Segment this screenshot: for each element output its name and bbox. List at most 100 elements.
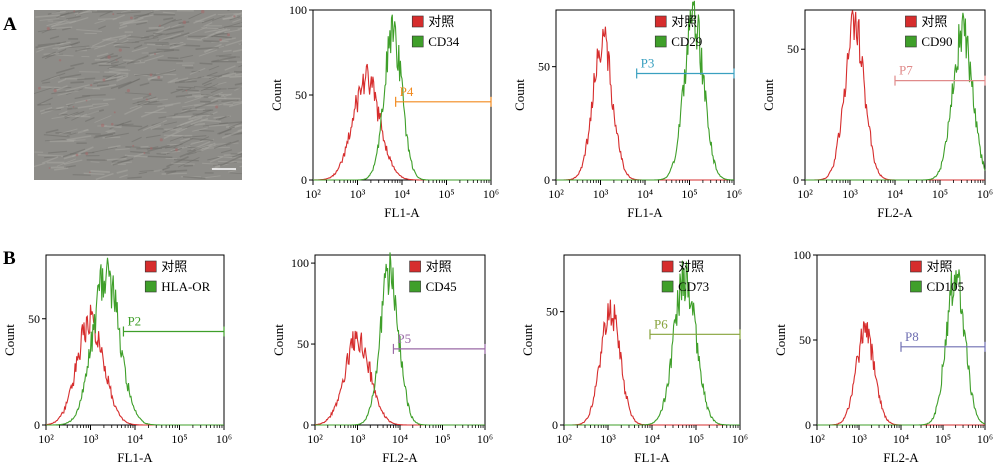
legend-swatch [409, 260, 421, 273]
panel-letter-b: B [3, 248, 16, 269]
x-tick-label: 10⁶ [977, 432, 993, 446]
x-tick-label: 10² [305, 187, 321, 201]
legend-label: 对照 [428, 14, 454, 29]
x-tick-label: 10⁶ [732, 432, 748, 446]
x-tick-label: 10³ [350, 187, 366, 201]
y-tick-label: 0 [301, 173, 307, 187]
legend-label: CD45 [426, 279, 457, 294]
histogram-cd105: P8 0 50 100 10² 10³ 10⁴ 10⁵ 10⁶ FL2-A Count 对照 CD105 [773, 248, 993, 465]
legend-swatch [654, 35, 667, 48]
x-tick-label: 10³ [350, 432, 366, 446]
gate-label: P2 [127, 314, 141, 329]
x-tick-label: 10³ [842, 187, 858, 201]
x-axis-label: FL2-A [883, 450, 919, 465]
x-tick-label: 10⁶ [216, 432, 232, 446]
legend-label: 对照 [926, 259, 952, 274]
plot-frame [804, 9, 986, 181]
histogram-cd45: P5 0 50 100 10² 10³ 10⁴ 10⁵ 10⁶ FL2-A Count 对照 CD45 [271, 252, 493, 465]
x-axis-label: FL1-A [634, 450, 670, 465]
y-tick-label: 0 [805, 418, 811, 432]
legend-label: 对照 [921, 14, 947, 29]
x-axis-label: FL2-A [877, 205, 913, 220]
y-tick-label: 50 [799, 333, 811, 347]
y-tick-label: 50 [538, 60, 550, 74]
y-tick-label: 50 [546, 305, 558, 319]
y-tick-label: 50 [297, 337, 309, 351]
marker-curve [315, 252, 485, 426]
x-tick-label: 10⁶ [483, 187, 499, 201]
control-curve [817, 321, 985, 426]
legend-label: CD29 [671, 34, 702, 49]
marker-curve [313, 14, 491, 181]
x-tick-label: 10⁶ [726, 187, 742, 201]
legend-swatch [409, 280, 421, 293]
legend-label: 对照 [678, 259, 704, 274]
legend-swatch [905, 35, 917, 48]
x-tick-label: 10⁴ [394, 187, 410, 201]
legend-swatch [654, 15, 667, 28]
legend-swatch [144, 280, 157, 293]
y-axis-label: Count [520, 324, 535, 356]
x-tick-label: 10⁵ [935, 432, 951, 446]
y-tick-label: 0 [303, 418, 309, 432]
x-tick-label: 10⁵ [681, 187, 697, 201]
legend-swatch [905, 15, 917, 28]
y-tick-label: 50 [787, 42, 799, 56]
y-axis-label: Count [773, 324, 788, 356]
histogram-hla: P2 0 50 10² 10³ 10⁴ 10⁵ 10⁶ FL1-A Count 对照 HLA-OR [2, 254, 232, 465]
x-tick-label: 10⁵ [171, 432, 187, 446]
gate-label: P7 [899, 63, 913, 78]
x-tick-label: 10² [307, 432, 323, 446]
control-curve [564, 299, 740, 426]
x-tick-label: 10⁶ [477, 432, 493, 446]
legend-label: CD105 [926, 279, 964, 294]
legend-label: CD90 [921, 34, 952, 49]
x-tick-label: 10² [38, 432, 54, 446]
y-tick-label: 0 [552, 418, 558, 432]
x-tick-label: 10² [809, 432, 825, 446]
histogram-cd73: P6 0 50 10² 10³ 10⁴ 10⁵ 10⁶ FL1-A Count 对照 CD73 [520, 254, 748, 465]
legend-swatch [411, 15, 424, 28]
y-tick-label: 0 [544, 173, 550, 187]
x-tick-label: 10³ [851, 432, 867, 446]
x-tick-label: 10⁴ [887, 187, 903, 201]
y-tick-label: 50 [28, 312, 40, 326]
x-tick-label: 10⁵ [688, 432, 704, 446]
y-tick-label: 100 [289, 3, 307, 17]
legend-label: CD34 [428, 34, 460, 49]
x-tick-label: 10⁴ [644, 432, 660, 446]
x-tick-label: 10⁴ [637, 187, 653, 201]
x-tick-label: 10⁴ [127, 432, 143, 446]
plot-frame [563, 254, 741, 426]
x-tick-label: 10³ [83, 432, 99, 446]
y-tick-label: 50 [295, 88, 307, 102]
legend-label: 对照 [671, 14, 697, 29]
y-axis-label: Count [512, 79, 527, 111]
gate-label: P8 [905, 329, 919, 344]
x-tick-label: 10³ [600, 432, 616, 446]
x-axis-label: FL1-A [384, 205, 420, 220]
legend-swatch [411, 35, 424, 48]
histogram-cd34: P4 0 50 100 10² 10³ 10⁴ 10⁵ 10⁶ FL1-A Count 对照 CD34 [269, 3, 499, 220]
x-tick-label: 10⁴ [893, 432, 909, 446]
marker-curve [564, 260, 740, 426]
legend-swatch [910, 280, 922, 293]
y-tick-label: 0 [34, 418, 40, 432]
legend-label: HLA-OR [161, 279, 210, 294]
legend-swatch [661, 280, 674, 293]
x-tick-label: 10⁴ [392, 432, 408, 446]
x-axis-label: FL1-A [117, 450, 153, 465]
microscopy-texture [34, 10, 242, 180]
y-axis-label: Count [269, 79, 284, 111]
gate-label: P3 [641, 55, 655, 70]
y-tick-label: 100 [291, 256, 309, 270]
legend-swatch [661, 260, 674, 273]
x-tick-label: 10⁵ [932, 187, 948, 201]
histogram-cd90: P7 0 50 10² 10³ 10⁴ 10⁵ 10⁶ FL2-A Count 对照 CD90 [761, 9, 993, 220]
histogram-cd29: P3 0 50 10² 10³ 10⁴ 10⁵ 10⁶ FL1-A Count 对照 CD29 [512, 0, 742, 220]
legend-label: 对照 [426, 259, 452, 274]
marker-curve [46, 257, 224, 426]
y-tick-label: 0 [793, 173, 799, 187]
x-tick-label: 10² [797, 187, 813, 201]
